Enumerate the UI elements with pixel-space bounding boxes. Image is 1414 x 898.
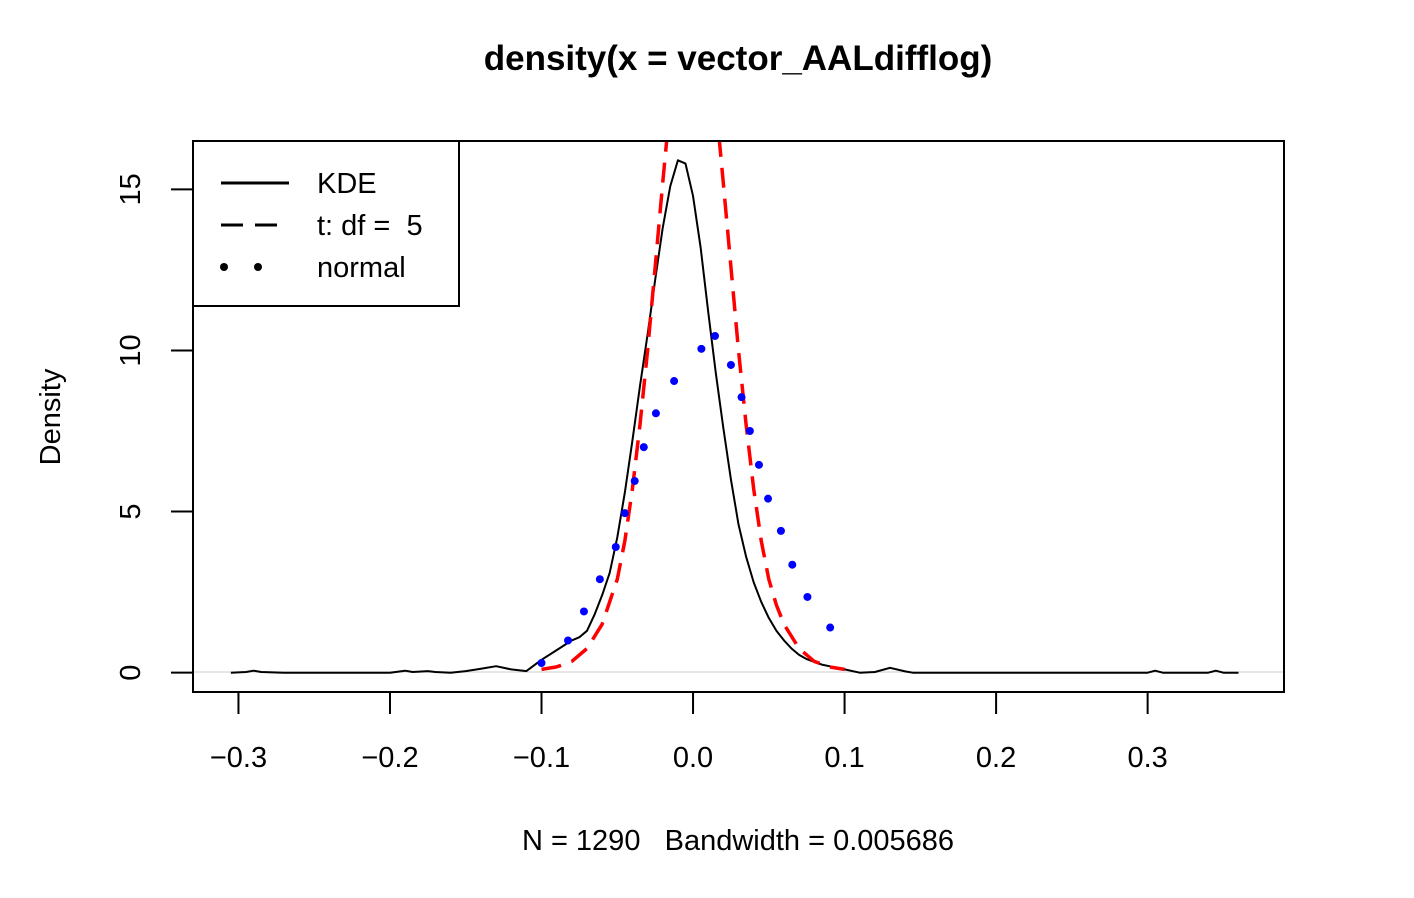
series-normal-point xyxy=(788,560,797,569)
legend-entry: KDE xyxy=(221,168,377,200)
series-layer xyxy=(230,141,1239,674)
legend-label: normal xyxy=(317,252,406,284)
series-normal-point xyxy=(611,543,620,551)
series-kde-line xyxy=(230,159,1239,674)
x-tick-label: −0.1 xyxy=(513,742,570,774)
x-tick-label: 0.3 xyxy=(1127,742,1167,774)
series-t-dist-line xyxy=(541,141,845,672)
legend-label: KDE xyxy=(317,168,377,200)
series-normal-point xyxy=(745,427,754,435)
legend-label: t: df = 5 xyxy=(317,210,423,242)
legend: KDE t: df = 5 normal xyxy=(192,140,460,307)
series-normal-point xyxy=(764,494,773,503)
legend-swatch-dotted xyxy=(220,263,262,271)
y-tick-label: 15 xyxy=(115,173,147,205)
x-axis-label: N = 1290 Bandwidth = 0.005686 xyxy=(522,825,954,857)
y-tick-label: 5 xyxy=(115,503,147,519)
y-axis: 0 5 10 15 xyxy=(115,173,194,681)
x-tick-label: −0.2 xyxy=(361,742,418,774)
series-normal-point xyxy=(737,393,746,402)
x-tick-label: 0.2 xyxy=(976,742,1016,774)
x-tick-label: 0.0 xyxy=(673,742,713,774)
x-tick-label: 0.1 xyxy=(824,742,864,774)
series-normal-point xyxy=(697,344,706,353)
series-normal-point xyxy=(803,592,812,601)
chart-title: density(x = vector_AALdifflog) xyxy=(484,39,993,78)
series-normal-point xyxy=(826,623,835,632)
x-axis: −0.3 −0.2 −0.1 0.0 0.1 0.2 0.3 xyxy=(210,691,1168,774)
series-normal-point xyxy=(726,360,735,369)
series-normal-point xyxy=(537,659,546,667)
series-normal-point xyxy=(579,607,588,616)
series-normal-point xyxy=(711,331,720,340)
y-tick-label: 0 xyxy=(115,665,147,681)
series-normal-point xyxy=(595,575,604,584)
series-normal-point xyxy=(630,476,639,485)
plot-frame xyxy=(192,140,1285,693)
series-normal-point xyxy=(776,526,785,535)
series-normal-point xyxy=(754,460,763,469)
x-tick-label: −0.3 xyxy=(210,742,267,774)
series-normal-point xyxy=(670,377,679,386)
series-normal-point xyxy=(639,443,648,452)
series-normal xyxy=(537,331,835,667)
legend-dot xyxy=(220,263,228,271)
series-normal-point xyxy=(651,409,660,418)
legend-dot xyxy=(254,263,262,271)
y-tick-label: 10 xyxy=(115,334,147,366)
y-axis-label: Density xyxy=(35,368,67,465)
legend-entry: t: df = 5 xyxy=(221,210,423,242)
legend-entry: normal xyxy=(220,252,406,284)
series-normal-point xyxy=(620,509,629,518)
series-normal-point xyxy=(564,636,573,645)
